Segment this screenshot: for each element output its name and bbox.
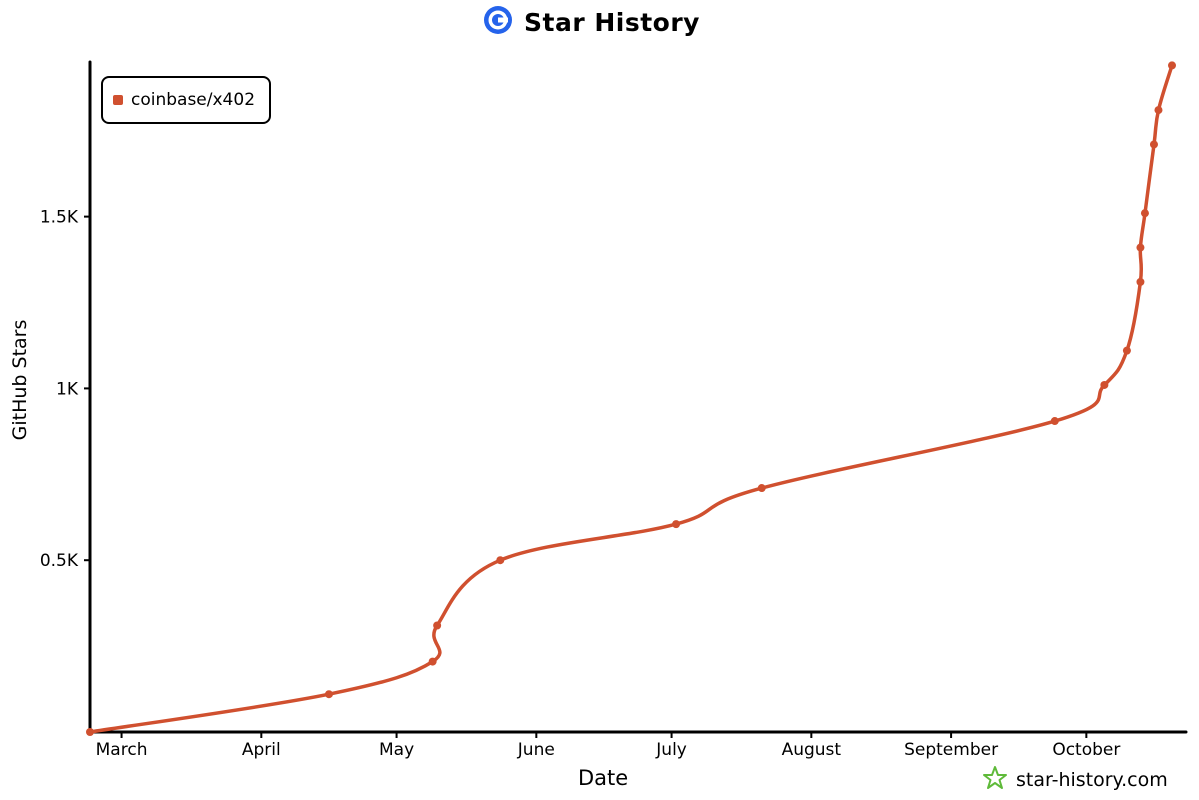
x-tick-label: August <box>782 740 842 760</box>
x-tick-label: June <box>517 740 555 760</box>
series-line <box>88 63 1174 734</box>
y-axis-label: GitHub Stars <box>9 319 31 441</box>
y-tick-label: 0.5K <box>40 551 79 571</box>
chart-title: Star History <box>524 7 700 37</box>
legend-swatch <box>113 95 123 105</box>
x-tick-label: March <box>96 740 148 760</box>
data-point <box>1100 380 1109 389</box>
data-point <box>428 657 437 666</box>
data-point <box>433 621 442 630</box>
x-tick-label: July <box>655 740 687 760</box>
data-point <box>1136 243 1145 252</box>
y-axis-ticks: 0.5K 1K 1.5K <box>40 208 90 571</box>
data-point <box>86 728 94 736</box>
data-point <box>1050 417 1059 426</box>
data-point <box>496 556 505 565</box>
x-tick-label: September <box>904 740 998 760</box>
data-point <box>1149 140 1158 149</box>
star-logo-icon <box>982 765 1008 795</box>
data-point <box>757 484 766 493</box>
data-point <box>1168 61 1176 70</box>
legend: coinbase/x402 <box>101 76 271 124</box>
data-point <box>1136 277 1145 286</box>
y-axis-label-wrap: GitHub Stars <box>2 300 38 460</box>
star-history-logo-icon <box>482 4 514 40</box>
data-point <box>1122 346 1131 355</box>
y-tick-label: 1K <box>56 379 79 399</box>
watermark[interactable]: star-history.com <box>982 765 1168 795</box>
y-tick-label: 1.5K <box>40 208 79 228</box>
x-axis-ticks: March April May June July August September Octo… <box>96 732 1120 760</box>
watermark-text: star-history.com <box>1016 769 1168 791</box>
x-axis-label: Date <box>578 766 629 790</box>
data-point <box>1140 209 1149 218</box>
data-point <box>1154 106 1163 115</box>
x-tick-label: May <box>379 740 414 760</box>
chart-header: Star History <box>0 0 1199 40</box>
series-points <box>86 61 1176 736</box>
data-point <box>324 690 333 699</box>
x-tick-label: October <box>1052 740 1120 760</box>
data-point <box>672 520 681 529</box>
x-tick-label: April <box>242 740 281 760</box>
title-group: Star History <box>482 4 700 40</box>
legend-label: coinbase/x402 <box>131 90 256 110</box>
